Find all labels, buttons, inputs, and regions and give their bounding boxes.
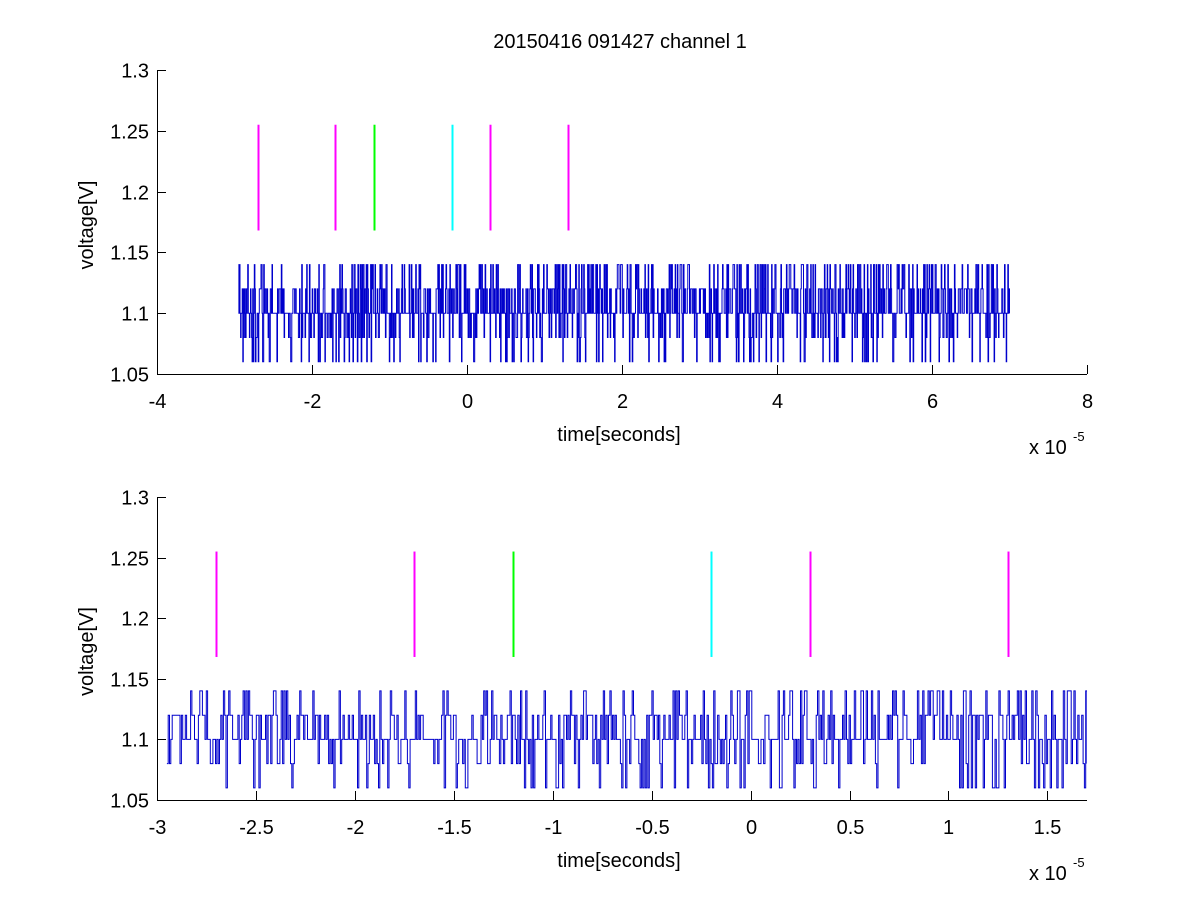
x-axis-multiplier: x 10 bbox=[1029, 863, 1067, 885]
x-tick-label: 0 bbox=[462, 391, 473, 413]
y-tick-label: 1.2 bbox=[121, 609, 149, 631]
y-tick-label: 1.15 bbox=[110, 670, 149, 692]
y-tick-label: 1.25 bbox=[110, 122, 149, 144]
y-axis-label: voltage[V] bbox=[76, 181, 98, 270]
x-axis-multiplier: x 10 bbox=[1029, 437, 1067, 459]
top-subplot: -4 -2 0 2 4 6 8 1.05 1.1 1.15 1.2 1.25 1.3 time[secon… bbox=[76, 61, 1093, 460]
x-tick-label: 2 bbox=[617, 391, 628, 413]
x-tick-label: -1 bbox=[545, 817, 563, 839]
y-tick-label: 1.3 bbox=[121, 488, 149, 510]
y-tick-label: 1.3 bbox=[121, 61, 149, 83]
x-tick-label: 1.5 bbox=[1034, 817, 1062, 839]
y-tick-label: 1.15 bbox=[110, 243, 149, 265]
y-tick-label: 1.25 bbox=[110, 549, 149, 571]
y-tick-label: 1.05 bbox=[110, 791, 149, 813]
x-tick-label: -3 bbox=[149, 817, 167, 839]
x-tick-label: 6 bbox=[927, 391, 938, 413]
chart-title: 20150416 091427 channel 1 bbox=[493, 31, 747, 53]
x-tick-label: -2.5 bbox=[239, 817, 273, 839]
x-axis-label: time[seconds] bbox=[557, 424, 680, 446]
bottom-subplot: -3 -2.5 -2 -1.5 -1 -0.5 0 0.5 1 1.5 1.05 1.1 1.15 1.2… bbox=[76, 488, 1087, 885]
x-tick-label: 8 bbox=[1082, 391, 1093, 413]
x-tick-label: -2 bbox=[304, 391, 322, 413]
x-tick-label: -0.5 bbox=[635, 817, 669, 839]
x-tick-label: -4 bbox=[149, 391, 167, 413]
x-tick-label: 0 bbox=[746, 817, 757, 839]
voltage-trace bbox=[238, 264, 1010, 363]
voltage-trace bbox=[166, 690, 1087, 789]
x-tick-label: 0.5 bbox=[837, 817, 865, 839]
y-tick-label: 1.1 bbox=[121, 730, 149, 752]
x-axis-multiplier-exponent: -5 bbox=[1073, 429, 1085, 444]
y-tick-label: 1.1 bbox=[121, 304, 149, 326]
x-tick-label: -1.5 bbox=[437, 817, 471, 839]
y-tick-label: 1.05 bbox=[110, 365, 149, 387]
x-tick-label: 4 bbox=[772, 391, 783, 413]
x-axis-label: time[seconds] bbox=[557, 850, 680, 872]
x-tick-label: -2 bbox=[347, 817, 365, 839]
y-tick-label: 1.2 bbox=[121, 183, 149, 205]
x-axis-multiplier-exponent: -5 bbox=[1073, 855, 1085, 870]
y-axis-label: voltage[V] bbox=[76, 607, 98, 696]
x-tick-label: 1 bbox=[943, 817, 954, 839]
